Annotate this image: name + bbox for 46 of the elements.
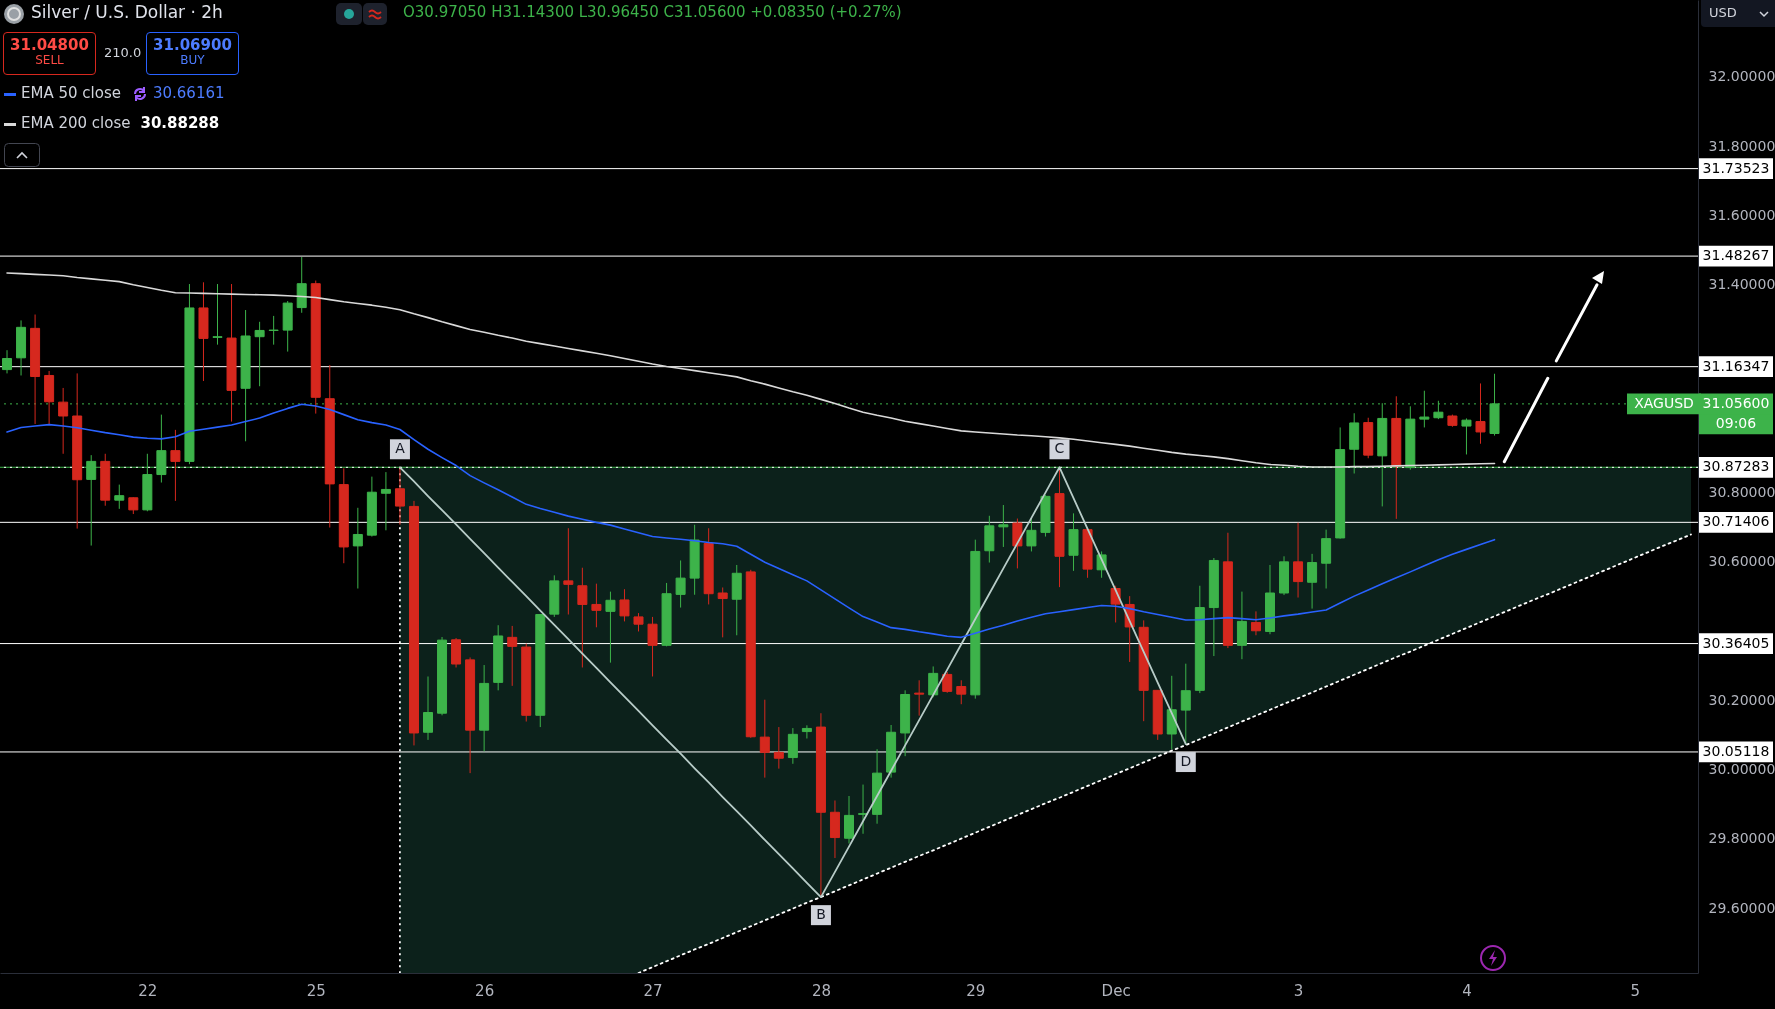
ref-line-label: 30.71406 — [1702, 513, 1770, 530]
y-tick-label: 29.80000 — [1708, 830, 1775, 847]
annotation: D — [1180, 753, 1192, 770]
text: 09:06 — [1715, 414, 1757, 431]
annotation: 31.04800 — [9, 36, 90, 55]
y-tick-label: 31.80000 — [1708, 137, 1775, 154]
annotation: 30.66161 — [152, 84, 225, 102]
annotation: 30.88288 — [140, 114, 220, 132]
legend-label: EMA 50 close — [21, 84, 121, 102]
x-tick-label: 26 — [475, 981, 495, 1000]
y-tick-label: 30.80000 — [1708, 484, 1775, 501]
y-tick-label: 29.60000 — [1708, 899, 1775, 916]
x-tick-label: 25 — [306, 981, 326, 1000]
annotation: 31.06900 — [152, 36, 233, 55]
ref-line-label: 30.36405 — [1702, 634, 1770, 651]
y-tick-label: 31.40000 — [1708, 276, 1775, 293]
annotation: O30.97050 H31.14300 L30.96450 C31.05600 +0.08350 (+0.27%) — [403, 3, 902, 21]
ref-line-label: 31.73523 — [1702, 159, 1770, 176]
annotation: SELL — [34, 53, 65, 69]
x-tick-label: 3 — [1293, 981, 1304, 1000]
ref-line-label: 30.05118 — [1702, 742, 1770, 759]
annotation: 210.0 — [104, 45, 142, 60]
x-tick-label: 28 — [811, 981, 831, 1000]
x-tick-label: 22 — [138, 981, 158, 1000]
legend-label: EMA 200 close — [21, 114, 131, 132]
y-tick-label: 30.20000 — [1708, 691, 1775, 708]
y-tick-label: 30.60000 — [1708, 553, 1775, 570]
annotation: XAGUSD — [1634, 394, 1694, 411]
annotation: B — [816, 906, 826, 923]
ref-line-label: 30.87283 — [1702, 458, 1770, 475]
text: USD — [1709, 5, 1737, 20]
annotation: A — [395, 440, 406, 457]
x-tick-label: Dec — [1101, 981, 1131, 1000]
x-tick-label: 5 — [1630, 981, 1641, 1000]
y-tick-label: 31.60000 — [1708, 206, 1775, 223]
ref-line-label: 31.16347 — [1702, 357, 1770, 374]
chart-title: Silver / U.S. Dollar · 2h — [31, 2, 223, 22]
x-tick-label: 29 — [966, 981, 986, 1000]
y-tick-label: 30.00000 — [1708, 761, 1775, 778]
annotation: C — [1054, 440, 1065, 457]
annotation: BUY — [179, 53, 206, 69]
x-tick-label: 27 — [643, 981, 663, 1000]
ref-line-label: 31.48267 — [1702, 247, 1770, 264]
ref-line-label: 31.05600 — [1702, 394, 1770, 411]
x-tick-label: 4 — [1462, 981, 1472, 1000]
y-tick-label: 32.00000 — [1708, 68, 1775, 85]
